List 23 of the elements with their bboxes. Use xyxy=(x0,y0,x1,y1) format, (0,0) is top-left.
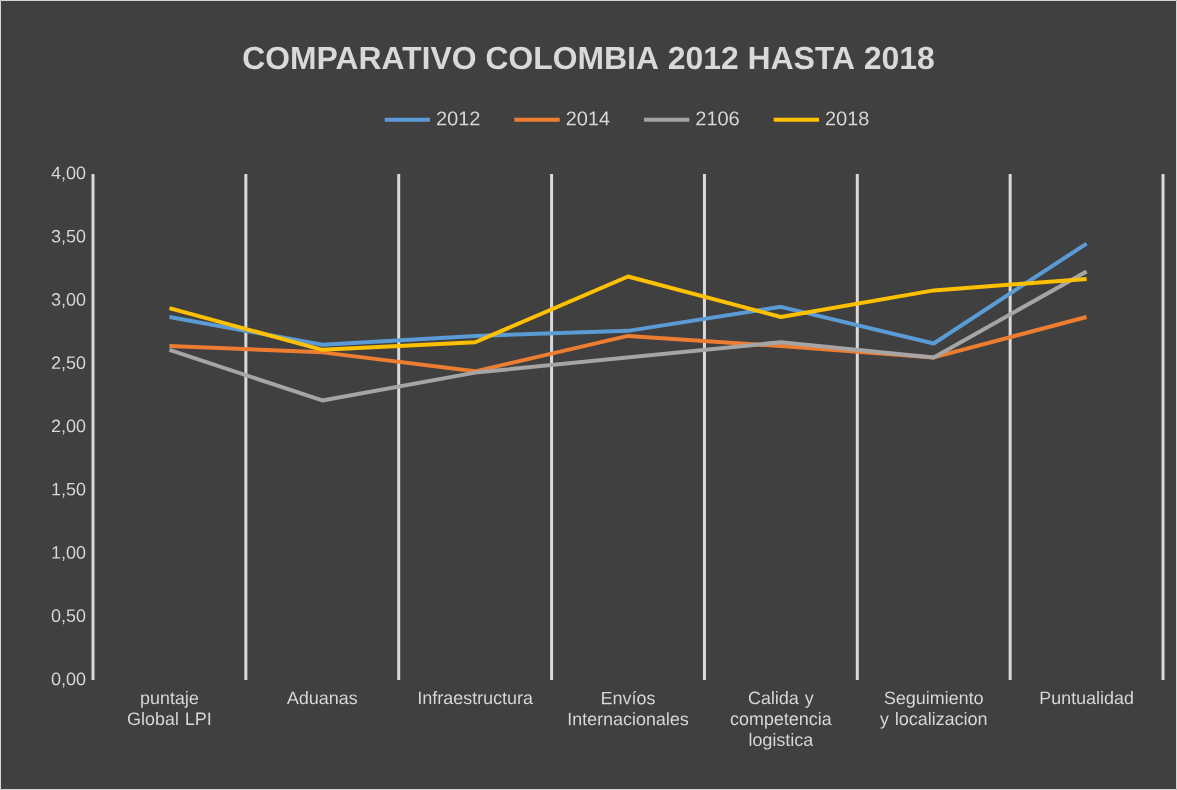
chart-title: COMPARATIVO COLOMBIA 2012 HASTA 2018 xyxy=(243,46,934,70)
x-tick-label: Aduanas xyxy=(286,691,358,705)
y-tick-label: 0,50 xyxy=(51,609,86,625)
y-tick-label: 3,50 xyxy=(51,229,86,245)
y-tick-label: 0,00 xyxy=(51,672,86,688)
y-tick-label: 1,50 xyxy=(52,482,86,498)
y-tick-label: 1,00 xyxy=(52,546,86,561)
x-tick-label: Calida y competencia logistica xyxy=(730,691,832,750)
y-tick-label: 2,00 xyxy=(51,419,86,435)
x-tick-label: Infraestructura xyxy=(418,691,533,705)
legend-label: 2018 xyxy=(825,111,869,126)
x-tick-label: Envíos Internacionales xyxy=(568,691,689,726)
legend-label: 2012 xyxy=(437,111,480,126)
x-tick-label: Puntualidad xyxy=(1040,691,1133,705)
legend-label: 2106 xyxy=(696,111,739,126)
line-series xyxy=(167,274,1089,352)
y-tick-label: 2,50 xyxy=(51,356,86,372)
line-series xyxy=(167,241,1089,347)
x-tick-label: puntaje Global LPI xyxy=(127,691,211,726)
legend-label: 2014 xyxy=(566,111,610,126)
x-tick-label: Seguimiento y localizacion xyxy=(879,691,987,729)
y-tick-label: 3,00 xyxy=(51,293,86,308)
y-tick-label: 4,00 xyxy=(51,166,86,182)
